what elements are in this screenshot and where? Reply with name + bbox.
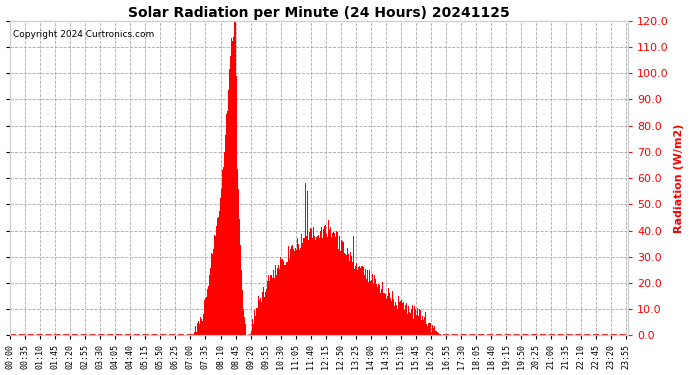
Text: Copyright 2024 Curtronics.com: Copyright 2024 Curtronics.com bbox=[13, 30, 155, 39]
Title: Solar Radiation per Minute (24 Hours) 20241125: Solar Radiation per Minute (24 Hours) 20… bbox=[128, 6, 510, 20]
Y-axis label: Radiation (W/m2): Radiation (W/m2) bbox=[674, 123, 684, 233]
